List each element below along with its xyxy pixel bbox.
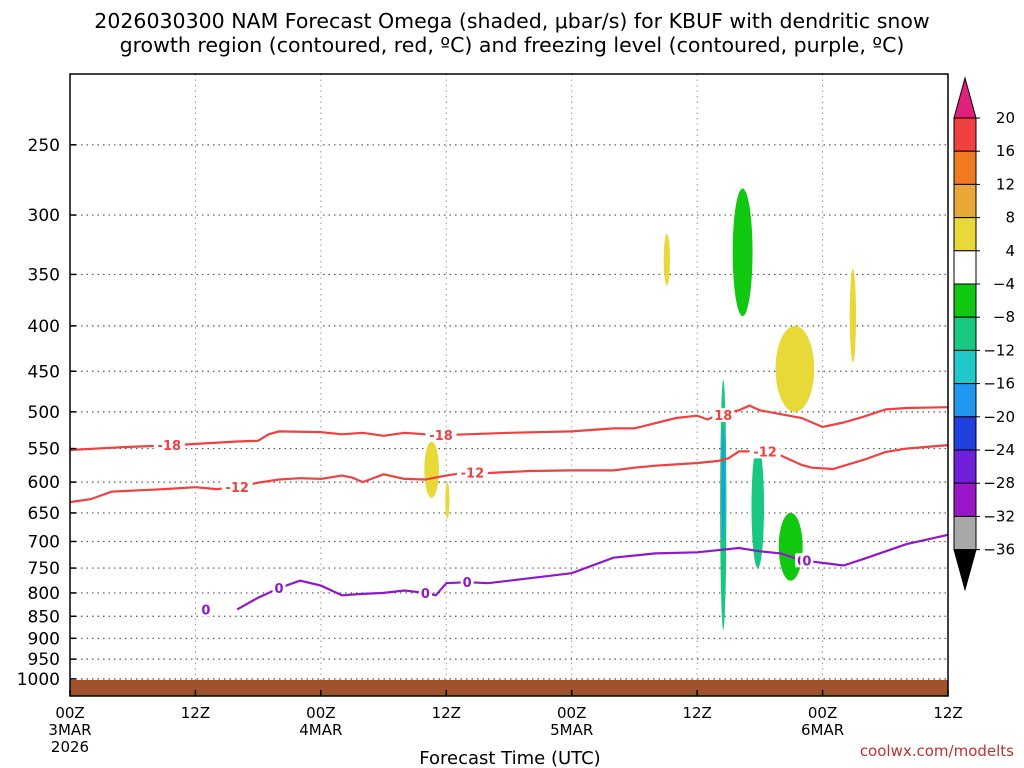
y-tick-label: 450	[28, 362, 60, 382]
colorbar-swatch	[953, 250, 977, 285]
omega-shaded-region	[751, 445, 765, 569]
colorbar-label: 8	[1005, 209, 1015, 227]
contour-line	[69, 444, 949, 504]
x-tick-label: 00Z	[55, 704, 84, 722]
colorbar-label: 20	[996, 109, 1015, 127]
colorbar-bottom-arrow	[953, 549, 977, 592]
contour-label: -12	[225, 481, 249, 496]
colorbar-label: −32	[983, 507, 1015, 525]
contour-label: 0	[802, 554, 811, 569]
contour-label-bg	[425, 428, 457, 443]
x-tick-label: 12Z	[933, 704, 962, 722]
terrain-ground	[70, 679, 948, 696]
y-tick-label: 350	[28, 265, 60, 285]
contour-label-bg	[221, 480, 253, 495]
y-tick-label: 850	[28, 607, 60, 627]
colorbar-label: −8	[993, 308, 1015, 326]
credit-text: coolwx.com/modelts	[860, 742, 1014, 760]
x-tick-date: 6MAR	[801, 721, 844, 739]
contour-label: -18	[429, 429, 453, 444]
colorbar-swatch	[953, 316, 977, 351]
omega-shaded-region	[663, 233, 670, 286]
x-tick-label: 00Z	[306, 704, 335, 722]
contour-label-bg	[749, 444, 781, 459]
y-tick-label: 500	[28, 403, 60, 423]
x-tick-date: 3MAR	[48, 721, 91, 739]
chart-title-line-2: growth region (contoured, red, ºC) and f…	[119, 33, 905, 57]
contour-label-bg	[800, 553, 814, 568]
y-tick-label: 950	[28, 650, 60, 670]
colorbar-swatch	[953, 183, 977, 219]
contour-label: -12	[461, 466, 485, 481]
colorbar-swatch	[953, 217, 977, 252]
colorbar-label: −20	[983, 408, 1015, 426]
y-tick-label: 750	[28, 559, 60, 579]
colorbar-swatch	[953, 283, 977, 318]
chart-title-line-1: 2026030300 NAM Forecast Omega (shaded, μ…	[94, 9, 930, 33]
y-tick-label: 650	[28, 504, 60, 524]
y-tick-label: 900	[28, 629, 60, 649]
y-tick-label: 600	[28, 473, 60, 493]
contour-label-bg	[199, 602, 213, 617]
colorbar-swatch	[953, 383, 977, 418]
omega-shaded-region	[424, 441, 439, 498]
omega-shaded-region	[721, 426, 725, 542]
x-tick-label: 12Z	[682, 704, 711, 722]
omega-shaded-region	[775, 325, 815, 412]
omega-shaded-region	[732, 188, 753, 317]
contour-label-bg	[153, 438, 185, 453]
plot-frame	[69, 73, 949, 697]
colorbar-label: −24	[983, 441, 1015, 459]
colorbar-label: −28	[983, 474, 1015, 492]
omega-shaded-region	[778, 512, 803, 581]
x-axis-title: Forecast Time (UTC)	[419, 748, 600, 768]
x-tick-label: 12Z	[181, 704, 210, 722]
colorbar-swatch	[953, 449, 977, 484]
colorbar-label: −12	[983, 341, 1015, 359]
contour-label: 18	[714, 409, 732, 424]
colorbar-swatch	[953, 117, 977, 152]
y-tick-label: 1000	[17, 670, 60, 690]
colorbar-label: 12	[996, 175, 1015, 193]
contour-label-bg	[456, 465, 488, 480]
y-tick-label: 400	[28, 317, 60, 337]
colorbar-label: −36	[983, 541, 1015, 559]
contour-label-bg	[418, 585, 432, 600]
contour-label-bg	[712, 407, 735, 422]
contour-label: 0	[275, 582, 284, 597]
x-tick-date: 5MAR	[550, 721, 593, 739]
omega-shaded-region	[849, 268, 857, 363]
colorbar-swatch	[953, 150, 977, 185]
x-tick-year: 2026	[51, 738, 89, 756]
x-tick-date: 4MAR	[299, 721, 342, 739]
omega-shaded-region	[445, 482, 450, 519]
colorbar-label: −4	[993, 275, 1015, 293]
y-tick-label: 700	[28, 532, 60, 552]
colorbar-swatch	[953, 349, 977, 385]
colorbar-swatch	[953, 416, 977, 451]
colorbar-swatch	[953, 515, 977, 551]
contour-label: 0	[463, 576, 472, 591]
contour-label: 0	[201, 603, 210, 618]
contour-line	[69, 404, 949, 452]
contour-label-bg	[460, 575, 474, 590]
colorbar-swatch	[953, 482, 977, 517]
colorbar-label: −16	[983, 375, 1015, 393]
x-tick-label: 00Z	[808, 704, 837, 722]
y-tick-label: 550	[28, 440, 60, 460]
contour-label-bg	[272, 581, 286, 596]
x-tick-label: 00Z	[557, 704, 586, 722]
contour-label: 0	[421, 587, 430, 602]
y-tick-label: 250	[28, 136, 60, 156]
colorbar-top-arrow	[953, 76, 977, 119]
y-tick-label: 800	[28, 584, 60, 604]
contour-label: -12	[753, 445, 777, 460]
colorbar-label: 16	[996, 142, 1015, 160]
contour-label: -18	[158, 439, 182, 454]
y-tick-label: 300	[28, 206, 60, 226]
x-tick-label: 12Z	[432, 704, 461, 722]
colorbar-label: 4	[1005, 242, 1015, 260]
contour-line	[236, 533, 949, 611]
